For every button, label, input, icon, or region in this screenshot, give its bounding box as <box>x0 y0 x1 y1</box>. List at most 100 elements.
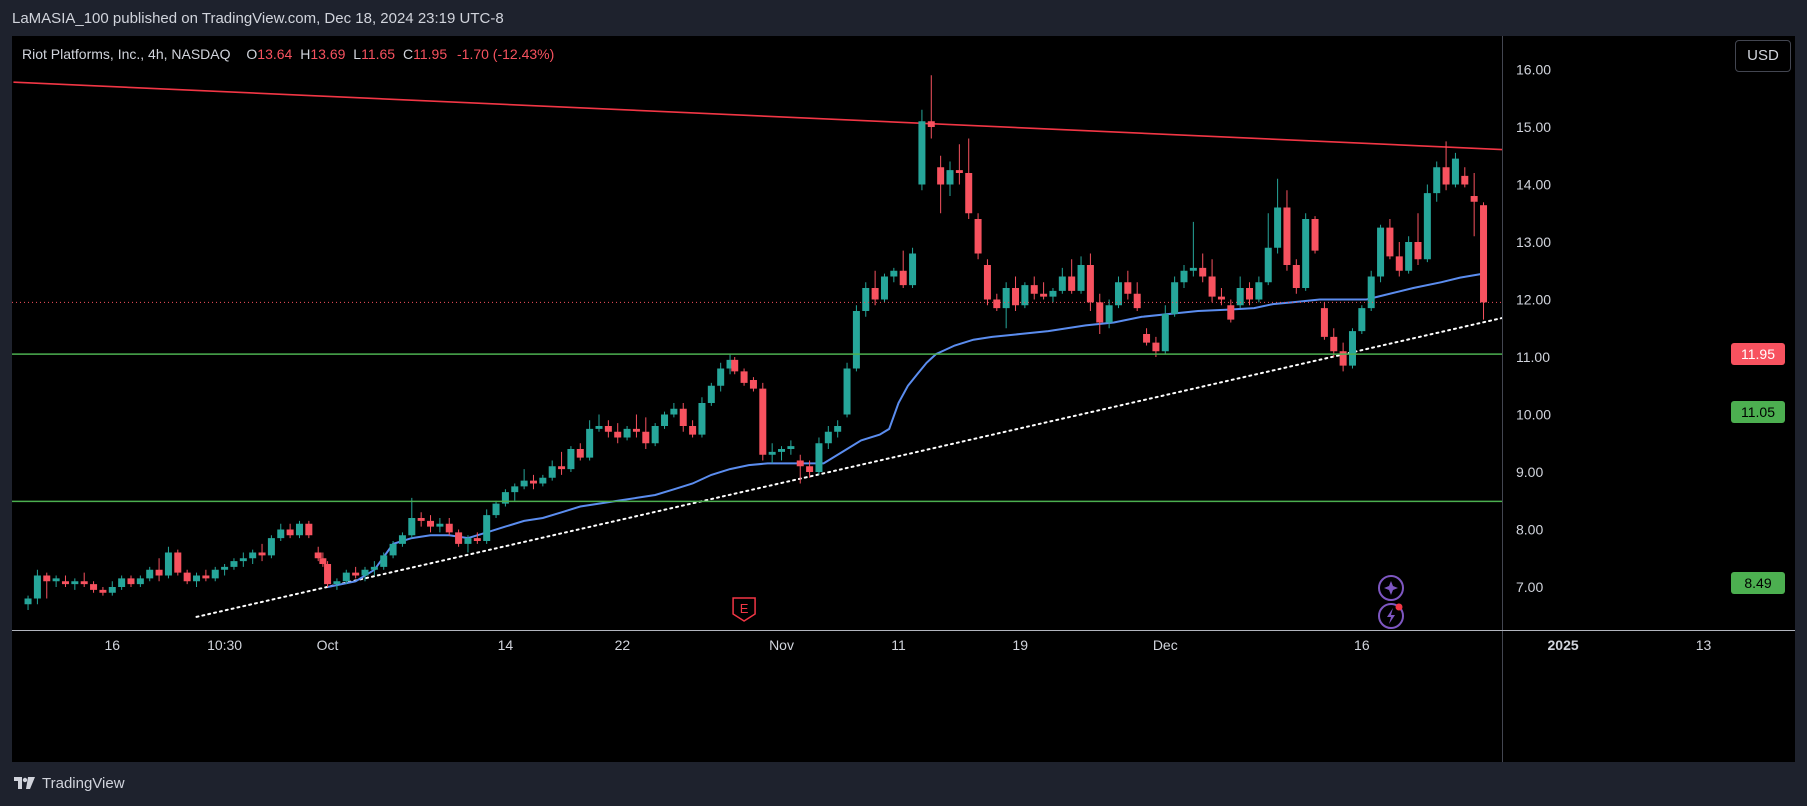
candle-body <box>1058 276 1066 291</box>
candle <box>1377 224 1385 283</box>
candle <box>1189 221 1197 277</box>
candle <box>146 566 154 582</box>
y-tick-label: 10.00 <box>1516 407 1551 423</box>
candle-body <box>1386 227 1394 257</box>
candle-body <box>1358 308 1366 332</box>
close-key: C <box>402 46 414 62</box>
candle <box>1199 253 1207 283</box>
candle <box>1451 152 1459 188</box>
lightning-ring <box>1378 603 1404 629</box>
candle <box>183 569 191 585</box>
candle <box>1049 288 1057 303</box>
candle <box>890 267 898 283</box>
candle <box>759 382 767 461</box>
candle <box>1246 282 1254 306</box>
candle-body <box>955 170 963 173</box>
candle-body <box>576 449 584 458</box>
candle-body <box>118 578 126 587</box>
candle <box>221 564 229 576</box>
candle <box>211 566 219 582</box>
candle <box>1480 202 1488 320</box>
candle <box>983 259 991 306</box>
candle <box>1264 213 1272 286</box>
candle-body <box>909 253 917 286</box>
candle-body <box>1143 334 1151 343</box>
candle-body <box>651 426 659 444</box>
x-tick-label: 16 <box>1354 637 1370 653</box>
candle <box>1143 328 1151 346</box>
candle-body <box>670 408 678 415</box>
x-tick-label: 10:30 <box>207 637 242 653</box>
y-tick-label: 9.00 <box>1516 464 1543 480</box>
plot-area <box>13 75 1502 618</box>
candle-body <box>352 572 360 576</box>
change-value: -1.70 (-12.43%) <box>457 46 555 62</box>
candle <box>408 497 416 539</box>
candle <box>1012 276 1020 311</box>
candle-body <box>740 371 748 383</box>
chart-pane[interactable]: 7.00 8.00 9.00 10.00 11.00 12.00 13.00 14.00 15.… <box>12 36 1795 762</box>
candle <box>726 354 734 375</box>
candle <box>1105 299 1113 329</box>
candle <box>642 417 650 449</box>
candle-body <box>99 589 107 593</box>
candle-body <box>370 566 378 570</box>
candle <box>918 109 926 191</box>
candle <box>445 518 453 536</box>
symbol-label[interactable]: Riot Platforms, Inc., 4h, NASDAQ <box>22 46 231 62</box>
candle <box>71 578 79 590</box>
candle <box>1433 161 1441 202</box>
candle-body <box>529 480 537 484</box>
candle <box>927 75 935 139</box>
candle-body <box>239 558 247 562</box>
candle-body <box>937 167 945 185</box>
y-tick-label: 8.00 <box>1516 522 1543 538</box>
candle <box>661 411 669 429</box>
candle-body <box>1096 302 1104 323</box>
candle-body <box>1405 242 1413 271</box>
candle <box>24 595 32 610</box>
candle-body <box>80 581 88 585</box>
candle-body <box>1470 196 1478 202</box>
candle <box>277 523 285 541</box>
brand-name[interactable]: TradingView <box>42 775 125 792</box>
candle <box>1302 213 1310 291</box>
sparkle-icon[interactable] <box>1378 575 1404 601</box>
candle <box>548 460 556 481</box>
candle <box>1161 305 1169 355</box>
candle-body <box>277 529 285 539</box>
currency-button[interactable]: USD <box>1735 40 1791 72</box>
candle-body <box>1433 167 1441 194</box>
chart-svg[interactable]: 7.00 8.00 9.00 10.00 11.00 12.00 13.00 14.00 15.… <box>12 36 1795 762</box>
candle <box>778 446 786 461</box>
lightning-icon[interactable] <box>1378 603 1404 629</box>
candle <box>164 546 172 579</box>
x-tick-label: 11 <box>891 637 906 653</box>
candle <box>749 377 757 392</box>
candle <box>61 575 69 587</box>
candle-body <box>1264 247 1272 283</box>
candle <box>965 138 973 219</box>
candle <box>576 443 584 461</box>
candle <box>806 460 814 478</box>
candle-body <box>946 170 954 185</box>
candle-body <box>965 173 973 214</box>
candle <box>118 575 126 590</box>
candle <box>464 535 472 553</box>
candle <box>108 581 116 596</box>
candle <box>1114 276 1122 309</box>
candle <box>1021 282 1029 309</box>
candle <box>427 515 435 533</box>
candle-body <box>1339 351 1347 366</box>
tradingview-logo-icon[interactable] <box>14 775 36 791</box>
candle <box>1292 259 1300 294</box>
candle <box>155 558 163 582</box>
earnings-badge <box>732 597 756 622</box>
candle-body <box>43 575 51 582</box>
candle <box>380 552 388 570</box>
candle <box>1124 270 1132 300</box>
candle-body <box>871 288 879 300</box>
x-tick-label: 16 <box>104 637 120 653</box>
earnings-icon[interactable]: E <box>732 597 756 622</box>
candle-body <box>1367 276 1375 309</box>
